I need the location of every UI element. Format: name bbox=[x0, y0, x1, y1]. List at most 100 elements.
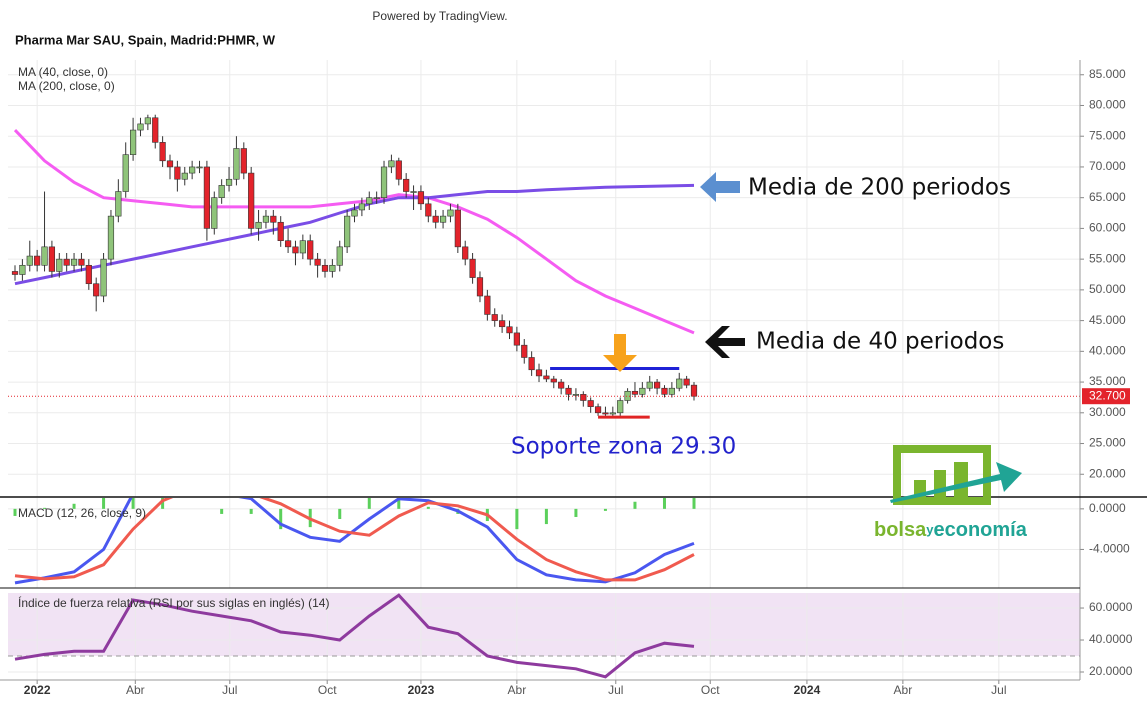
candle-body bbox=[233, 148, 240, 180]
logo-bar bbox=[954, 462, 968, 498]
candle-body bbox=[572, 394, 580, 396]
candle-body bbox=[159, 142, 166, 162]
line bbox=[14, 593, 695, 679]
candle-body bbox=[284, 240, 292, 248]
candle-body bbox=[417, 191, 425, 205]
annotation: Soporte zona 29.30 bbox=[511, 434, 736, 460]
logo-word: economía bbox=[933, 519, 1027, 541]
x-tick-label: Abr bbox=[126, 683, 145, 697]
candle-body bbox=[565, 387, 572, 395]
y-tick-label: 45.000 bbox=[1089, 313, 1126, 327]
candle-body bbox=[129, 129, 137, 155]
logo-text: bolsayeconomía bbox=[874, 519, 1028, 541]
candle-body bbox=[255, 221, 262, 229]
x-tick-label: Oct bbox=[318, 683, 337, 697]
logo-frame bbox=[893, 445, 991, 505]
histogram-bar bbox=[161, 498, 165, 509]
candle-body bbox=[292, 246, 299, 254]
candle-body bbox=[646, 381, 653, 389]
legend-entry: MA (40, close, 0) bbox=[18, 65, 108, 79]
candle-body bbox=[683, 378, 690, 386]
candle-body bbox=[550, 378, 557, 383]
histogram-bar bbox=[43, 507, 47, 509]
y-tick-label: 40.000 bbox=[1089, 344, 1126, 358]
candle-body bbox=[107, 215, 115, 260]
candle-body bbox=[676, 378, 683, 389]
candle-body bbox=[358, 203, 365, 211]
y-tick-label: 30.000 bbox=[1089, 405, 1126, 419]
candle-body bbox=[211, 197, 218, 229]
candle-body bbox=[174, 166, 181, 180]
logo-arrow bbox=[890, 462, 1022, 503]
candle-body bbox=[447, 209, 454, 217]
candle-body bbox=[580, 394, 587, 401]
candle-body bbox=[240, 148, 247, 174]
candle-body bbox=[587, 400, 594, 407]
x-tick-label: 2024 bbox=[794, 683, 821, 697]
candle-body bbox=[439, 215, 447, 223]
candle-body bbox=[225, 178, 233, 186]
candle-body bbox=[56, 258, 63, 272]
chart-title: Pharma Mar SAU, Spain, Madrid:PHMR, W bbox=[15, 32, 276, 47]
histogram-bar bbox=[367, 498, 371, 509]
candle-body bbox=[454, 209, 461, 248]
plot-layer: 85.000 80.000 75.000 70.000 65.000 60.000 55.0… bbox=[0, 60, 1147, 697]
line bbox=[13, 129, 695, 335]
histogram-bar bbox=[102, 498, 106, 509]
panel bbox=[8, 593, 1080, 680]
candle-body bbox=[122, 154, 129, 192]
y-tick-label: 35.000 bbox=[1089, 374, 1126, 388]
candle-body bbox=[115, 191, 122, 217]
histogram-bar bbox=[574, 508, 578, 517]
panel bbox=[8, 498, 1080, 588]
candle-body bbox=[351, 209, 358, 217]
histogram-bar bbox=[544, 508, 548, 525]
panel-title: MACD (12, 26, close, 9) bbox=[18, 506, 146, 520]
y-tick-label: 20.000 bbox=[1089, 466, 1126, 480]
y-tick-label: 20.0000 bbox=[1089, 664, 1133, 678]
line bbox=[14, 498, 695, 585]
candle-body bbox=[654, 381, 661, 389]
candle-body bbox=[196, 166, 203, 169]
candle-body bbox=[270, 215, 277, 223]
candle-body bbox=[469, 258, 476, 278]
histogram-bar bbox=[633, 501, 637, 509]
x-tick-label: Abr bbox=[508, 683, 527, 697]
candle-body bbox=[602, 412, 609, 415]
candle-body bbox=[661, 387, 668, 395]
histogram-bar bbox=[515, 508, 519, 530]
histogram-bar bbox=[397, 498, 401, 509]
candle-body bbox=[63, 258, 70, 266]
logo-bar bbox=[934, 470, 946, 498]
candle-body bbox=[388, 160, 395, 168]
y-tick-label: 75.000 bbox=[1089, 128, 1126, 142]
candle-body bbox=[425, 203, 432, 217]
candle-body bbox=[26, 255, 33, 266]
candle-body bbox=[181, 172, 188, 180]
candle-body bbox=[528, 357, 535, 371]
annotation: Media de 200 periodos bbox=[748, 175, 1011, 201]
candle-body bbox=[624, 390, 631, 401]
candle-body bbox=[373, 197, 380, 199]
y-tick-label: 25.000 bbox=[1089, 436, 1126, 450]
candle-body bbox=[85, 264, 92, 285]
x-tick-label: Oct bbox=[701, 683, 720, 697]
candle-body bbox=[491, 314, 498, 321]
histogram-bar bbox=[662, 498, 666, 509]
candle-body bbox=[462, 246, 469, 260]
candle-body bbox=[594, 406, 602, 414]
candle-body bbox=[403, 178, 410, 192]
price-tag bbox=[1082, 388, 1130, 405]
candle-body bbox=[314, 258, 321, 266]
candle-body bbox=[690, 384, 698, 397]
x-tick-label: Jul bbox=[991, 683, 1006, 697]
y-tick-label: 55.000 bbox=[1089, 251, 1126, 265]
candle-body bbox=[70, 258, 78, 266]
candle-body bbox=[668, 387, 675, 395]
legend-entry: MA (200, close, 0) bbox=[18, 79, 115, 93]
candle-body bbox=[152, 117, 159, 143]
histogram-bar bbox=[220, 508, 224, 514]
y-tick-label: 0.0000 bbox=[1089, 501, 1126, 515]
candle-body bbox=[543, 375, 550, 380]
